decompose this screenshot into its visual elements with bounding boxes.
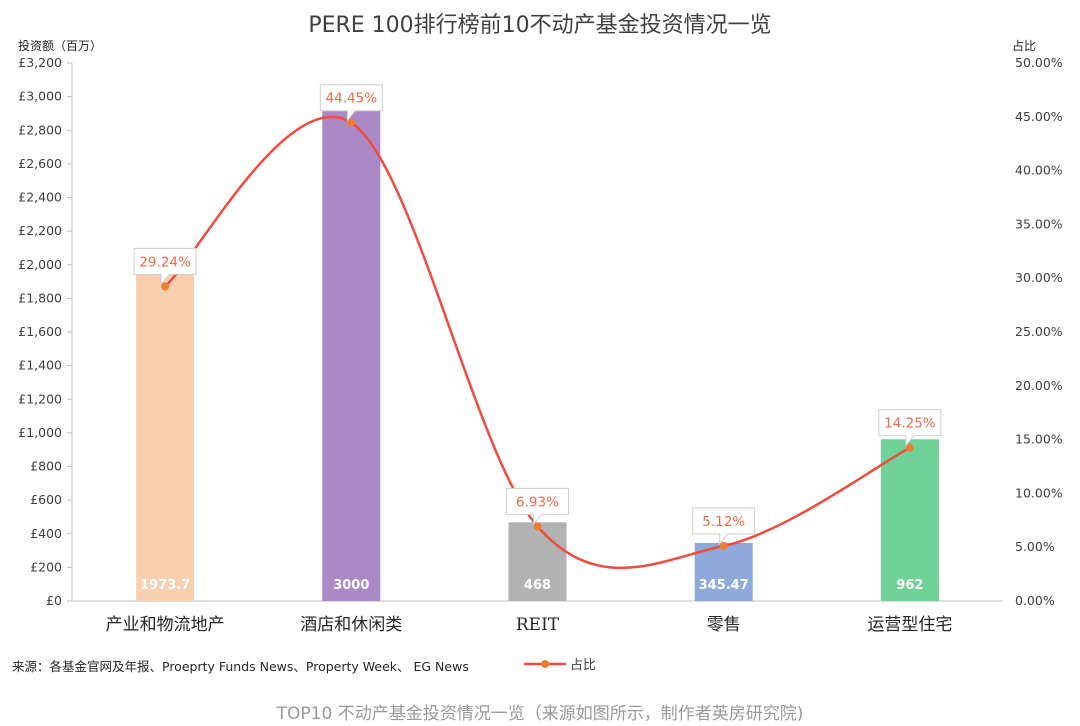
right-tick-label: 5.00% bbox=[1015, 539, 1055, 554]
legend-label: 占比 bbox=[570, 658, 596, 673]
percentage-label: 14.25% bbox=[884, 416, 936, 432]
bar bbox=[136, 269, 195, 601]
caption: TOP10 不动产基金投资情况一览（来源如图所示，制作者英房研究院) bbox=[276, 704, 804, 724]
bar bbox=[322, 96, 381, 601]
chart-title: PERE 100排行榜前10不动产基金投资情况一览 bbox=[308, 13, 771, 38]
left-tick-label: £2,600 bbox=[18, 156, 62, 171]
callout-box bbox=[133, 247, 197, 286]
right-tick-label: 40.00% bbox=[1015, 163, 1063, 178]
bar bbox=[694, 542, 753, 601]
percentage-callout: 5.12% bbox=[692, 507, 756, 546]
source-note: 来源：各基金官网及年报、Proeprty Funds News、Property… bbox=[12, 659, 469, 674]
bar bbox=[508, 522, 567, 601]
line-point bbox=[347, 118, 356, 127]
left-tick-label: £800 bbox=[30, 459, 62, 474]
x-category-label: 零售 bbox=[707, 615, 741, 635]
percentage-label: 29.24% bbox=[139, 254, 191, 270]
x-category-label: 酒店和休闲类 bbox=[300, 615, 402, 635]
right-tick-label: 10.00% bbox=[1015, 485, 1063, 500]
line-point bbox=[905, 443, 914, 452]
left-tick-label: £200 bbox=[30, 559, 62, 574]
percentage-callout: 44.45% bbox=[319, 84, 383, 123]
left-tick-label: £1,800 bbox=[18, 290, 62, 305]
callout-box bbox=[506, 487, 569, 526]
left-tick-label: £3,200 bbox=[18, 55, 62, 70]
percentage-callout: 6.93% bbox=[506, 487, 569, 526]
bar-value-label: 468 bbox=[524, 578, 551, 593]
right-tick-label: 30.00% bbox=[1015, 270, 1063, 285]
legend: 占比 bbox=[524, 658, 596, 673]
callout-box bbox=[319, 84, 383, 123]
line-point bbox=[533, 522, 542, 531]
legend-marker-icon bbox=[541, 660, 549, 668]
left-tick-label: £2,000 bbox=[18, 257, 62, 272]
right-tick-label: 20.00% bbox=[1015, 378, 1063, 393]
right-tick-label: 0.00% bbox=[1015, 593, 1055, 608]
right-tick-label: 35.00% bbox=[1015, 216, 1063, 231]
bar-value-label: 345.47 bbox=[699, 578, 749, 593]
bar bbox=[880, 439, 939, 601]
left-axis-title: 投资额（百万） bbox=[18, 38, 102, 53]
left-tick-label: £1,200 bbox=[18, 391, 62, 406]
percentage-label: 44.45% bbox=[326, 91, 378, 107]
percentage-callout: 14.25% bbox=[878, 409, 942, 448]
left-tick-label: £2,800 bbox=[18, 122, 62, 137]
left-tick-label: £1,000 bbox=[18, 425, 62, 440]
callout-box bbox=[692, 507, 756, 546]
percentage-label: 5.12% bbox=[702, 514, 745, 530]
callout-box bbox=[878, 409, 942, 448]
x-category-label: 产业和物流地产 bbox=[106, 615, 225, 635]
bars: 1973.7 3000 468 345.47 962 bbox=[136, 96, 939, 601]
left-tick-label: £2,200 bbox=[18, 223, 62, 238]
x-category-label: 运营型住宅 bbox=[867, 615, 952, 635]
left-tick-label: £1,600 bbox=[18, 324, 62, 339]
right-tick-label: 15.00% bbox=[1015, 432, 1063, 447]
left-tick-label: £2,400 bbox=[18, 190, 62, 205]
left-tick-label: £0 bbox=[46, 593, 62, 608]
line-point bbox=[161, 282, 170, 291]
bar-value-label: 3000 bbox=[333, 578, 369, 593]
bar-value-label: 1973.7 bbox=[140, 578, 190, 593]
left-tick-label: £3,000 bbox=[18, 89, 62, 104]
data-labels: 29.24% 44.45% 6.93% 5.12% 14.25% bbox=[133, 84, 942, 546]
right-tick-label: 50.00% bbox=[1015, 55, 1063, 70]
percentage-label: 6.93% bbox=[516, 494, 559, 510]
x-category-label: REIT bbox=[516, 615, 560, 635]
right-tick-label: 25.00% bbox=[1015, 324, 1063, 339]
left-tick-label: £600 bbox=[30, 492, 62, 507]
right-axis-title: 占比 bbox=[1012, 38, 1036, 53]
percentage-line bbox=[161, 115, 914, 570]
left-tick-label: £400 bbox=[30, 526, 62, 541]
left-tick-label: £1,400 bbox=[18, 358, 62, 373]
line-point bbox=[719, 541, 728, 550]
percentage-callout: 29.24% bbox=[133, 247, 197, 286]
right-tick-label: 45.00% bbox=[1015, 109, 1063, 124]
percentage-line-path bbox=[164, 115, 911, 570]
axes: £0 £200 £400 £600 £800 £1,000 £1,200 £1,400 £1,6… bbox=[18, 55, 1063, 635]
bar-value-label: 962 bbox=[896, 578, 923, 593]
